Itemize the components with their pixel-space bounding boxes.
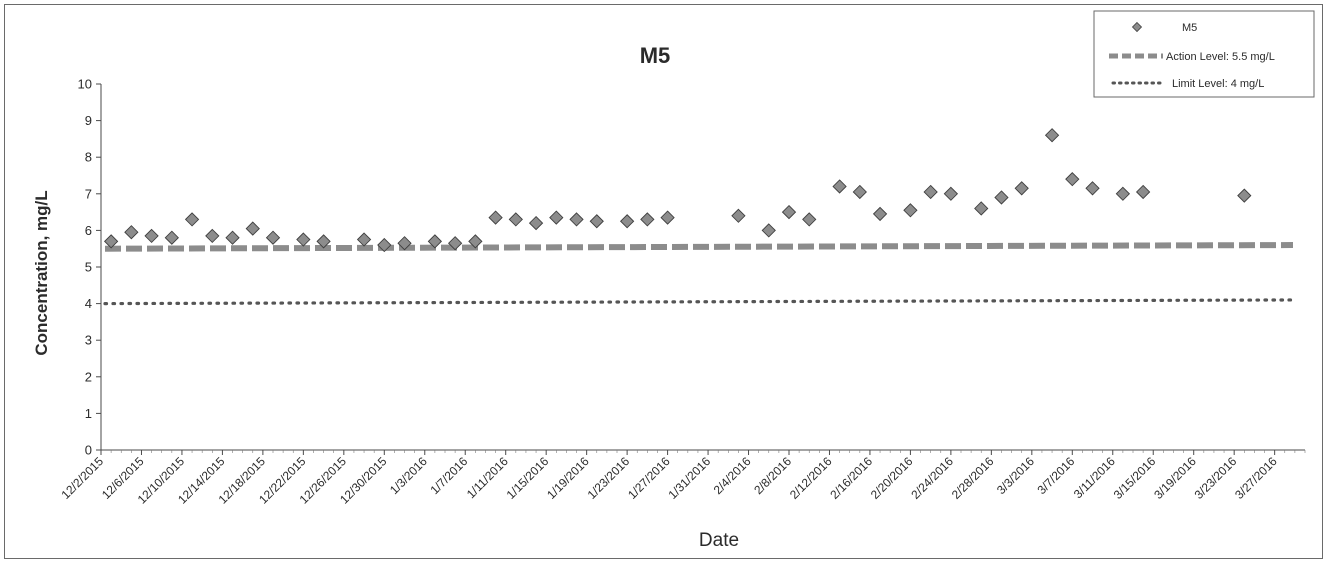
m5-points: 12/3/2015: 5.7 12/5/2015: 5.95 12/7/2015: … [103, 128, 1252, 253]
legend-item-action-level: Action Level: 5.5 mg/L [1109, 51, 1275, 63]
m5-point: 3/7/2016: 7.4 [1065, 172, 1080, 187]
m5-point: 1/4/2016: 5.7 [427, 234, 443, 249]
chart-svg: M5 Concentration, mg/L Date 0 1 2 3 4 5 6 7 8 9 10… [32, 10, 1315, 551]
m5-point: 3/12/2016: 7 [1115, 186, 1131, 201]
x-ticks: 12/2/201512/6/201512/10/201512/14/201512… [58, 450, 1306, 507]
legend-diamond-marker [1131, 21, 1143, 33]
m5-point: 1/20/2016: 6.25 [589, 214, 604, 229]
m5-point: 3/14/2016: 7.05 [1135, 184, 1151, 200]
x-tick-label: 1/31/2016 [666, 454, 714, 502]
y-tick-label: 0 [85, 443, 92, 458]
y-tick-label: 3 [85, 333, 92, 348]
chart-frame: M5 Concentration, mg/L Date 0 1 2 3 4 5 6 7 8 9 10… [4, 4, 1323, 559]
x-tick-label: 1/15/2016 [504, 454, 552, 502]
m5-point: 2/24/2016: 7 [943, 186, 959, 201]
m5-point: 2/15/2016: 7.05 [852, 184, 867, 200]
m5-point: 1/23/2016: 6.25 [619, 214, 635, 229]
y-ticks: 0 1 2 3 4 5 6 7 8 9 10 [78, 77, 101, 458]
y-tick-label: 9 [85, 113, 92, 128]
m5-point: 12/15/2015: 5.8 [225, 230, 240, 245]
m5-point: 2/20/2016: 6.55 [903, 203, 918, 218]
m5-point: 1/12/2016: 6.3 [508, 212, 523, 227]
x-tick-label: 1/23/2016 [585, 454, 633, 502]
chart-title: M5 [640, 43, 671, 68]
legend-label-m5: M5 [1182, 22, 1197, 34]
m5-point: 3/2/2016: 7.15 [1014, 181, 1029, 196]
y-tick-label: 5 [85, 260, 92, 275]
m5-point: 12/24/2015: 5.7 [316, 234, 331, 249]
m5-point: 1/16/2016: 6.35 [549, 210, 564, 225]
legend-item-m5: M5 [1131, 21, 1197, 34]
x-tick-label: 1/19/2016 [544, 454, 592, 502]
x-tick-label: 3/27/2016 [1232, 454, 1280, 502]
m5-point: 1/6/2016: 5.65 [447, 236, 463, 251]
m5-point: 2/3/2016: 6.4 [731, 208, 746, 223]
x-tick-label: 3/23/2016 [1192, 454, 1240, 502]
legend-label-action-level: Action Level: 5.5 mg/L [1166, 51, 1275, 63]
m5-point: 3/24/2016: 6.95 [1237, 188, 1252, 203]
m5-point: 2/22/2016: 7.05 [923, 184, 938, 200]
m5-point: 2/8/2016: 6.5 [781, 204, 797, 220]
m5-point: 1/10/2016: 6.35 [488, 210, 503, 225]
x-tick-label: 2/28/2016 [949, 454, 997, 502]
y-tick-label: 6 [85, 223, 92, 238]
x-axis-label: Date [699, 530, 739, 551]
x-tick-label: 12/2/2015 [58, 454, 106, 502]
m5-point: 12/5/2015: 5.95 [124, 225, 139, 240]
m5-point: 3/9/2016: 7.15 [1085, 181, 1100, 196]
m5-point: 1/14/2016: 6.2 [528, 215, 544, 231]
m5-point: 12/7/2015: 5.85 [144, 228, 159, 244]
x-tick-label: 3/11/2016 [1071, 454, 1118, 501]
m5-point: 12/9/2015: 5.8 [164, 230, 179, 245]
m5-point: 2/13/2016: 7.2 [832, 179, 847, 194]
x-tick-label: 3/19/2016 [1151, 454, 1199, 502]
m5-point: 12/22/2015: 5.75 [296, 232, 311, 247]
m5-point: 1/18/2016: 6.3 [569, 212, 584, 227]
y-tick-label: 4 [85, 296, 92, 311]
m5-point: 12/19/2015: 5.8 [265, 230, 281, 245]
m5-point: 12/17/2015: 6.05 [245, 221, 260, 236]
m5-point: 2/29/2016: 6.9 [994, 190, 1009, 205]
x-tick-label: 2/12/2016 [787, 454, 835, 502]
y-tick-label: 8 [85, 150, 92, 165]
m5-point: 2/6/2016: 6 [761, 223, 776, 238]
y-tick-label: 10 [78, 77, 92, 92]
m5-point: 12/3/2015: 5.7 [103, 234, 119, 249]
m5-point: 3/5/2016: 8.6 [1044, 128, 1060, 143]
m5-point: 1/27/2016: 6.35 [660, 210, 675, 225]
legend: M5 Action Level: 5.5 mg/L Limit Level: 4… [1093, 10, 1315, 98]
x-tick-label: 1/3/2016 [387, 454, 430, 497]
m5-point: 2/27/2016: 6.6 [974, 201, 989, 216]
m5-point: 12/11/2015: 6.3 [184, 212, 200, 227]
m5-point: 12/13/2015: 5.85 [205, 228, 220, 244]
x-tick-label: 3/15/2016 [1111, 454, 1159, 502]
legend-label-limit-level: Limit Level: 4 mg/L [1172, 78, 1264, 90]
x-tick-label: 2/24/2016 [908, 454, 956, 502]
limit-level-line [103, 298, 1295, 306]
legend-item-limit-level: Limit Level: 4 mg/L [1111, 78, 1264, 90]
y-axis-label: Concentration, mg/L [32, 190, 51, 355]
x-tick-label: 2/20/2016 [868, 454, 916, 502]
m5-point: 1/8/2016: 5.7 [468, 234, 483, 249]
m5-point: 2/17/2016: 6.45 [872, 206, 888, 222]
action-level-series-line [104, 242, 1294, 252]
m5-point: 2/10/2016: 6.3 [802, 212, 817, 227]
x-tick-label: 2/16/2016 [827, 454, 875, 502]
y-tick-label: 7 [85, 186, 92, 201]
m5-point: 1/1/2016: 5.65 [397, 236, 412, 251]
m5-point: 12/30/2015: 5.6 [377, 237, 392, 253]
y-tick-label: 2 [85, 369, 92, 384]
x-tick-label: 1/27/2016 [625, 454, 673, 502]
m5-point: 12/28/2015: 5.75 [356, 232, 372, 247]
x-tick-label: 1/11/2016 [464, 454, 511, 501]
m5-point: 1/25/2016: 6.3 [640, 212, 655, 227]
x-tick-label: 3/3/2016 [994, 454, 1037, 497]
y-tick-label: 1 [85, 406, 92, 421]
x-tick-label: 2/4/2016 [711, 454, 754, 497]
limit-level-series-line [103, 298, 1295, 306]
action-level-line [104, 242, 1294, 252]
